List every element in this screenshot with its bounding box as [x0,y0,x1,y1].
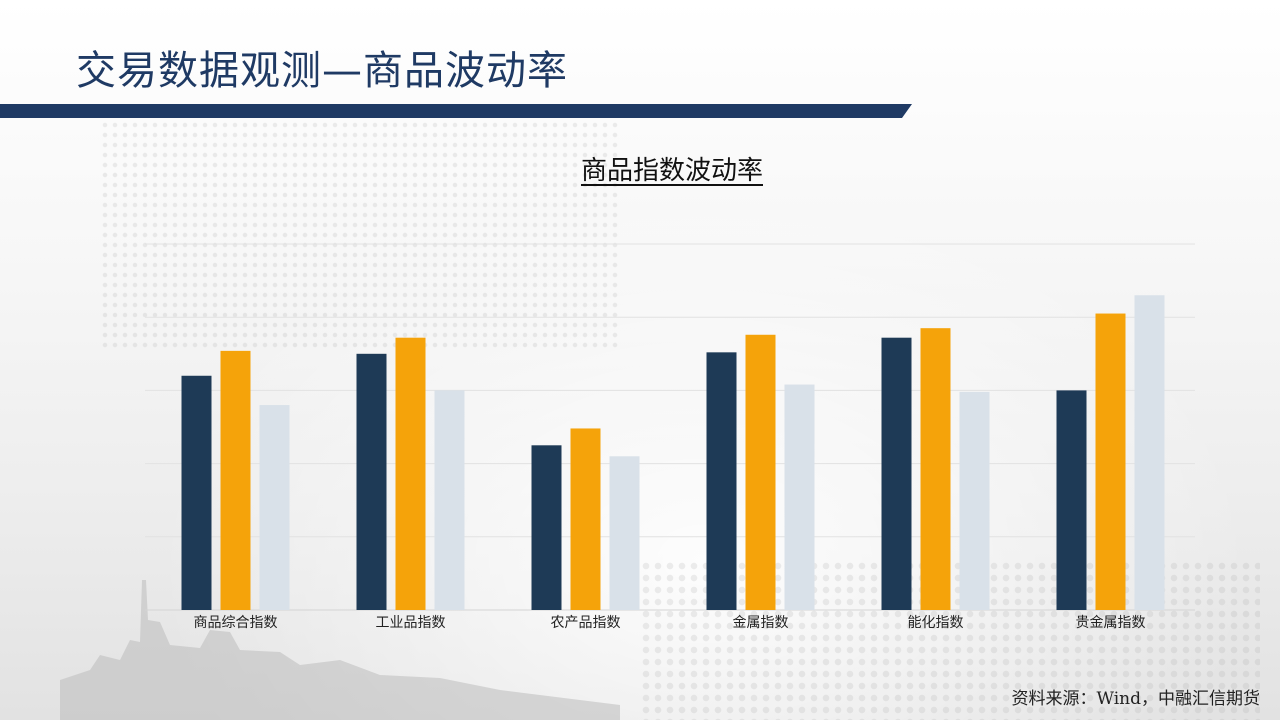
bar-series-1-3 [531,445,562,610]
bar-series-1-5 [881,337,912,610]
bar-series-3-4 [784,384,815,610]
category-label: 贵金属指数 [1076,615,1146,631]
bar-series-3-5 [959,391,990,610]
category-label: 能化指数 [908,615,964,631]
bar-series-3-1 [259,405,290,610]
background-skyline-image [60,580,620,720]
bar-series-3-3 [609,456,640,610]
bar-series-2-4 [745,334,776,610]
bar-series-2-3 [570,428,601,610]
bar-series-3-2 [434,390,465,610]
category-label: 农产品指数 [551,615,621,631]
bar-series-2-2 [395,337,426,610]
header-bar [0,104,912,118]
chart-title: 商品指数波动率 [580,156,763,186]
category-label: 商品综合指数 [194,615,278,631]
background-world-map-dots [100,110,620,350]
category-label: 工业品指数 [376,615,446,631]
source-note: 资料来源：Wind，中融汇信期货 [1011,689,1260,709]
bar-series-1-1 [181,375,212,610]
bar-series-1-6 [1056,390,1087,610]
bar-series-1-2 [356,353,387,610]
bar-series-3-6 [1134,295,1165,610]
category-label: 金属指数 [733,615,789,631]
bar-series-1-4 [706,352,737,610]
bar-series-2-6 [1095,313,1126,610]
bar-series-2-5 [920,328,951,610]
bar-series-2-1 [220,350,251,610]
slide-title: 交易数据观测—商品波动率 [76,48,568,94]
